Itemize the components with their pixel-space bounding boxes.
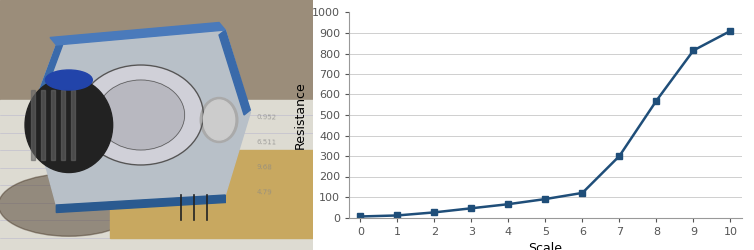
Bar xyxy=(109,150,313,238)
Polygon shape xyxy=(0,0,313,250)
Bar xyxy=(41,90,45,160)
Polygon shape xyxy=(219,30,250,115)
Polygon shape xyxy=(57,195,225,212)
Text: 6.511: 6.511 xyxy=(256,139,277,146)
Bar xyxy=(61,90,65,160)
Text: 9.68: 9.68 xyxy=(256,164,272,171)
Ellipse shape xyxy=(0,174,139,236)
Text: 4.79: 4.79 xyxy=(256,190,272,196)
Ellipse shape xyxy=(45,70,92,90)
Bar xyxy=(31,90,35,160)
Polygon shape xyxy=(50,22,225,45)
Y-axis label: Resistance: Resistance xyxy=(293,81,307,149)
Circle shape xyxy=(78,65,204,165)
X-axis label: Scale: Scale xyxy=(529,242,562,250)
Circle shape xyxy=(97,80,185,150)
Ellipse shape xyxy=(25,78,112,172)
Polygon shape xyxy=(31,30,250,205)
Bar xyxy=(72,90,75,160)
Bar xyxy=(51,90,55,160)
Bar xyxy=(0,100,313,250)
Ellipse shape xyxy=(204,100,234,140)
Polygon shape xyxy=(31,45,63,112)
Text: 0.952: 0.952 xyxy=(256,114,277,121)
Ellipse shape xyxy=(201,98,238,142)
